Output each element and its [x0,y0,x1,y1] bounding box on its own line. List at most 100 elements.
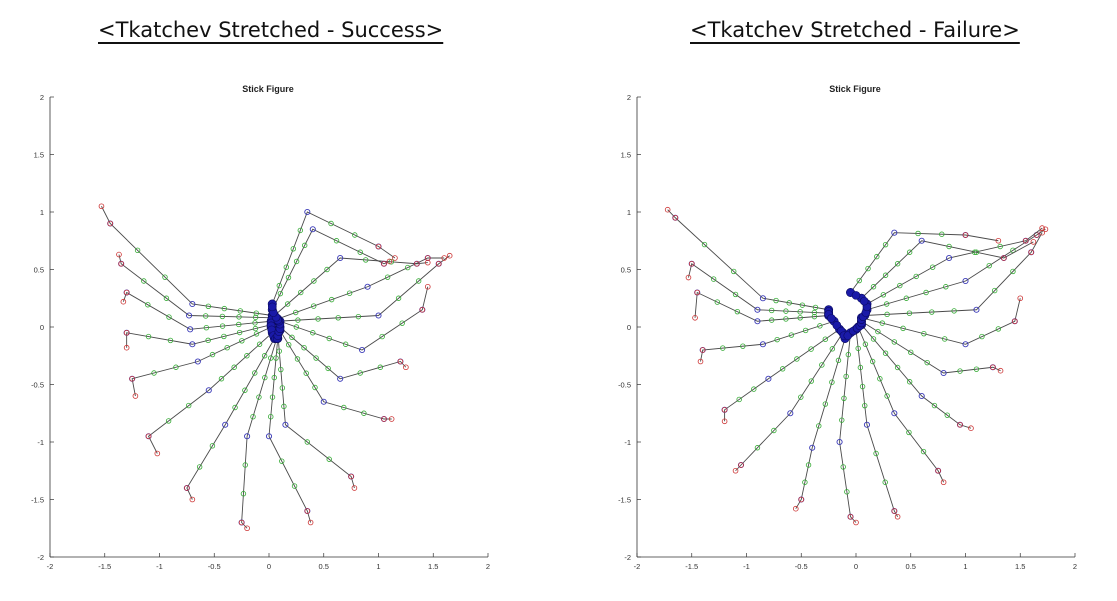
segment-node [877,376,883,382]
segment-node [943,284,949,290]
segment-node [906,249,913,255]
end-node [1022,237,1029,244]
stick-figure-frames [98,203,453,532]
segment-node [720,345,726,351]
segment-node [797,309,803,315]
segment-node [279,385,286,391]
limb-line [855,329,899,517]
end-node [1017,295,1024,302]
segment-node [377,364,384,370]
center-node [843,331,853,340]
limb-line [694,291,829,322]
x-tick-label: -1.5 [685,562,698,571]
x-tick-label: 1 [376,562,380,571]
y-tick-label: -0.5 [618,381,631,390]
segment-node [256,341,263,347]
end-node [446,252,453,259]
segment-node [754,445,761,451]
stick-frame [274,329,358,491]
segment-node [811,313,818,320]
segment-node [304,439,311,445]
segment-node [794,356,800,362]
y-tick-label: -2 [37,553,44,562]
segment-node [283,264,290,270]
segment-node [808,346,814,352]
x-tick-label: 1.5 [428,562,438,571]
segment-node [415,278,422,284]
segment-node [237,308,244,314]
limb-line [279,286,429,351]
end-node [685,274,692,281]
segment-node [929,309,935,315]
limb-line [850,232,999,293]
segment-node [939,231,945,237]
segment-node [884,393,890,399]
end-node [381,416,387,422]
segment-node [734,308,741,315]
stick-frame [183,335,278,503]
y-tick-label: -1.5 [31,496,44,505]
end-node [98,203,105,210]
end-node [116,251,122,258]
segment-node [779,366,786,372]
segment-node [817,323,823,329]
limb-line [279,330,392,420]
segment-node [311,278,317,284]
joint-node [765,375,772,382]
y-tick-label: 0 [627,323,631,332]
segment-node [221,305,228,312]
joint-node [787,410,794,417]
segment-node [908,349,914,355]
stick-frame [120,289,274,333]
segment-node [261,353,268,359]
segment-node [816,423,822,429]
x-tick-label: 2 [1073,562,1077,571]
end-node [962,232,969,238]
end-node [123,329,130,336]
stick-frame [265,335,314,526]
segment-node [751,386,757,392]
center-cluster [266,299,285,343]
segment-node [281,403,287,410]
segment-node [788,332,795,338]
segment-node [986,262,992,269]
x-tick-label: 0 [854,562,858,571]
success-stick-figure-chart: Stick Figure -2 -1.5 -1 -0.5 0 0.5 1 1.5 2 2 1.5 1 0… [31,84,490,571]
limb-line [131,326,272,397]
end-node [348,473,354,480]
joint-node [754,318,761,325]
end-node [692,315,698,321]
segment-node [906,379,913,385]
joint-node [187,326,194,333]
segment-node [145,333,152,340]
stick-frame [836,329,859,526]
segment-node [310,330,316,336]
end-node [798,496,805,503]
segment-node [218,376,225,382]
segment-node [203,313,209,319]
end-node [386,258,393,265]
segment-node [231,364,237,370]
end-node [699,347,706,353]
limb-line [277,255,450,322]
x-tick-label: 1.5 [1015,562,1025,571]
segment-node [301,242,308,249]
segment-node [252,325,259,332]
segment-node [783,316,789,322]
limb-line [126,324,272,348]
segment-node [253,331,260,337]
limb-line [861,298,1021,345]
end-node [672,214,679,221]
limb-line [861,324,972,429]
end-node [424,283,431,290]
segment-node [915,230,921,237]
segment-node [805,462,812,468]
segment-node [405,264,411,271]
segment-node [913,273,919,280]
y-tick-label: 1 [40,208,44,217]
segment-node [273,355,279,361]
limb-line [147,332,273,454]
segment-node [298,289,304,296]
joint-node [364,283,371,290]
stick-frame [664,206,832,313]
